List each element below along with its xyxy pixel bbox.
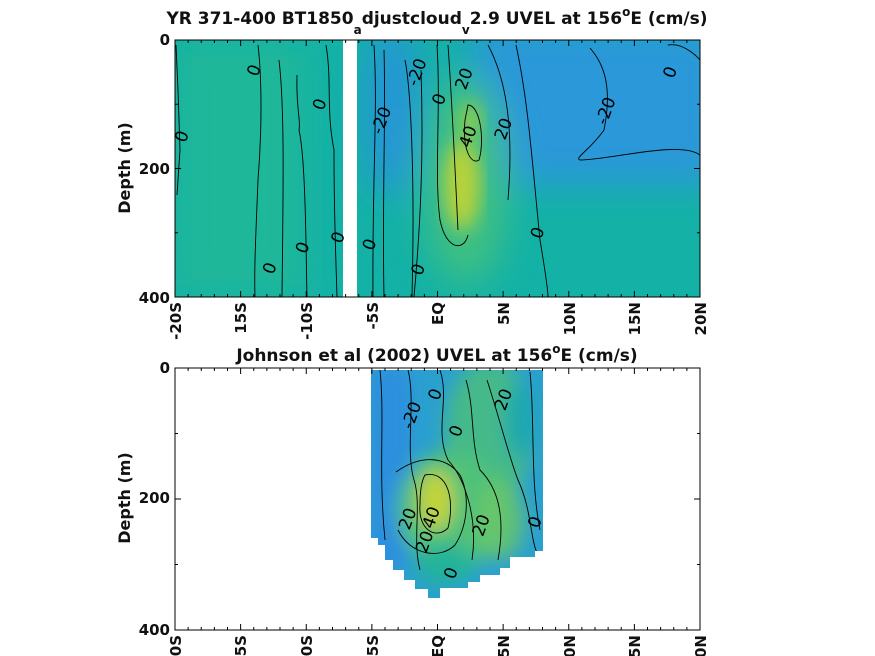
bottom-x-tick-labels: -20S 15S -10S -5S EQ 5N 10N 15N 20N bbox=[167, 635, 710, 656]
top-x-tick-5n: 5N bbox=[495, 302, 513, 325]
top-x-tick-20n: 20N bbox=[692, 302, 710, 335]
top-y-tick-400: 400 bbox=[139, 289, 170, 307]
bottom-chart-title: Johnson et al (2002) UVEL at 156oE (cm/s… bbox=[235, 342, 637, 366]
bottom-heatmap bbox=[371, 370, 543, 598]
top-heatmap bbox=[175, 40, 700, 297]
bottom-x-tick-10s: -10S bbox=[298, 635, 316, 656]
top-x-tick-labels: -20S 15S -10S -5S EQ 5N 10N 15N 20N bbox=[167, 302, 710, 340]
bottom-y-tick-400: 400 bbox=[139, 621, 170, 639]
top-x-tick-10s: -10S bbox=[298, 302, 316, 340]
top-x-tick-5s: -5S bbox=[364, 302, 382, 329]
top-tick-marks bbox=[174, 39, 701, 298]
top-x-tick-10n: 10N bbox=[561, 302, 579, 335]
bottom-x-tick-20n: 20N bbox=[692, 635, 710, 656]
top-x-tick-eq: EQ bbox=[429, 302, 447, 325]
top-data-gap bbox=[343, 40, 357, 297]
top-y-tick-0: 0 bbox=[160, 31, 170, 49]
bottom-x-tick-20s: -20S bbox=[167, 635, 185, 656]
top-y-tick-200: 200 bbox=[139, 160, 170, 178]
bottom-x-tick-5n: 5N bbox=[495, 635, 513, 656]
top-x-tick-15n: 15N bbox=[626, 302, 644, 335]
top-x-tick-15s: 15S bbox=[232, 302, 250, 334]
bottom-y-tick-200: 200 bbox=[139, 489, 170, 507]
bottom-x-tick-10n: 10N bbox=[561, 635, 579, 656]
top-y-axis-label: Depth (m) bbox=[115, 122, 134, 214]
bottom-x-tick-5s: -5S bbox=[364, 635, 382, 656]
bottom-x-tick-15s: 15S bbox=[232, 635, 250, 656]
top-x-tick-20s: -20S bbox=[167, 302, 185, 340]
bottom-tick-marks bbox=[174, 367, 701, 631]
top-chart-title: YR 371-400 BT1850adjustcloudv2.9 UVEL at… bbox=[165, 5, 707, 37]
bottom-y-axis-label: Depth (m) bbox=[115, 452, 134, 544]
bottom-x-tick-eq: EQ bbox=[429, 635, 447, 656]
bottom-x-tick-15n: 15N bbox=[626, 635, 644, 656]
bottom-y-tick-0: 0 bbox=[160, 359, 170, 377]
